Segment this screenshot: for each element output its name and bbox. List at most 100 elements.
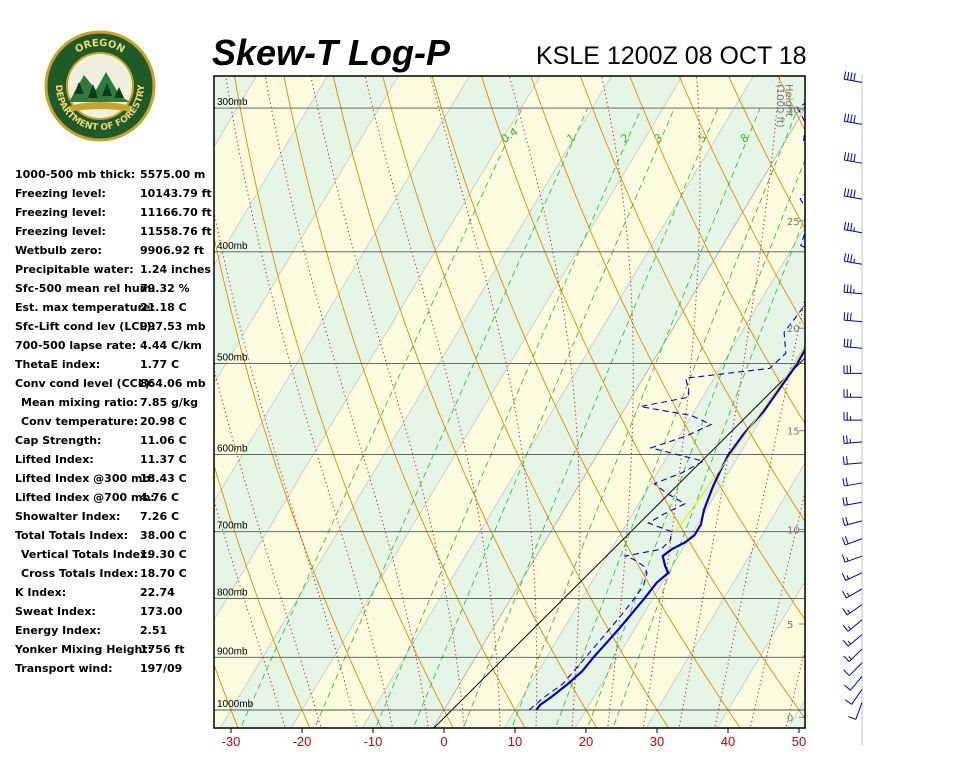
wind-barb xyxy=(842,604,863,616)
index-label: Est. max temperature: xyxy=(15,301,155,314)
index-label: K Index: xyxy=(15,586,67,599)
index-value: 18.70 C xyxy=(140,567,187,580)
wind-barb xyxy=(843,365,862,374)
isotherm-band xyxy=(291,76,754,728)
wind-barb xyxy=(848,702,863,720)
isotherm-line xyxy=(0,72,188,729)
index-label: Conv cond level (CCL): xyxy=(15,377,155,390)
index-value: 997.53 mb xyxy=(140,320,206,333)
moist-adiabat xyxy=(225,76,394,728)
index-value: 4.44 C/km xyxy=(140,339,202,352)
height-tick-label: 30 xyxy=(787,106,800,117)
isotherm-line xyxy=(787,699,805,728)
index-value: 1.24 inches xyxy=(140,263,211,276)
index-label: Freezing level: xyxy=(15,206,106,219)
dry-adiabat xyxy=(811,0,960,739)
moist-adiabat xyxy=(214,209,358,728)
isobar-label: 400mb xyxy=(217,241,248,252)
temperature-tick-label: 50 xyxy=(792,734,806,749)
index-value: 19.30 C xyxy=(140,548,187,561)
height-tick-label: 0 xyxy=(787,713,793,724)
station-time-label: KSLE 1200Z 08 OCT 18 xyxy=(536,42,807,70)
isotherm-line xyxy=(503,225,805,728)
temperature-tick-label: 20 xyxy=(579,734,593,749)
height-tick-label: 25 xyxy=(787,217,800,228)
dry-adiabat xyxy=(234,76,454,728)
isobar-label: 900mb xyxy=(217,646,248,657)
temperature-tick-label: 30 xyxy=(650,734,664,749)
isotherm-line xyxy=(361,76,754,728)
index-value: 21.18 C xyxy=(140,301,187,314)
isotherm-band xyxy=(0,72,46,729)
temperature-tick-label: 10 xyxy=(508,734,522,749)
index-value: 11.37 C xyxy=(140,453,187,466)
isotherm-band xyxy=(0,72,188,729)
index-value: 2.51 xyxy=(140,624,168,637)
isotherm-line xyxy=(214,76,470,503)
height-axis-unit: (1000 ft) xyxy=(774,84,785,128)
index-value: 20.98 C xyxy=(140,415,187,428)
temperature-tick-label: 40 xyxy=(721,734,735,749)
index-value: 7.26 C xyxy=(140,510,180,523)
dry-adiabat xyxy=(214,463,311,728)
wind-barb xyxy=(843,188,863,200)
isotherm-line xyxy=(645,462,805,728)
svg-text:OREGON: OREGON xyxy=(73,38,126,56)
isotherm-line xyxy=(432,107,805,728)
index-label: Precipitable water: xyxy=(15,263,134,276)
dry-adiabat xyxy=(579,76,805,523)
index-value: 173.00 xyxy=(140,605,183,618)
parcel-profile xyxy=(674,345,805,532)
isotherm-line xyxy=(214,76,328,266)
index-label: Energy Index: xyxy=(15,624,101,637)
wind-barb xyxy=(843,152,863,164)
index-value: 5575.00 m xyxy=(140,168,206,181)
index-value: 197/09 xyxy=(140,662,183,675)
index-label: Sfc-500 mean rel hum: xyxy=(15,282,156,295)
wind-barb xyxy=(844,689,863,705)
index-label: Freezing level: xyxy=(15,187,106,200)
wind-barb xyxy=(842,634,863,647)
isotherm-band xyxy=(717,581,805,728)
wind-barb xyxy=(842,496,863,506)
reference-line xyxy=(433,357,805,728)
index-label: Cap Strength: xyxy=(15,434,102,447)
dry-adiabat xyxy=(847,0,960,739)
index-label: Transport wind: xyxy=(15,662,113,675)
dewpoint-profile xyxy=(528,102,805,711)
index-label: 700-500 lapse rate: xyxy=(15,339,137,352)
index-label: Vertical Totals Index: xyxy=(21,548,152,561)
index-value: 11.06 C xyxy=(140,434,187,447)
isobar-label: 600mb xyxy=(217,444,248,455)
isotherm-band xyxy=(362,76,805,728)
isotherm-band xyxy=(220,76,683,728)
wind-barb xyxy=(843,71,863,83)
mixing-ratio-line xyxy=(240,107,523,728)
wind-barb xyxy=(842,516,863,526)
isotherm-line xyxy=(219,76,612,728)
index-value: 18.43 C xyxy=(140,472,187,485)
isotherm-line xyxy=(0,72,117,729)
wind-barb xyxy=(843,676,863,691)
wind-barb xyxy=(842,435,863,444)
isotherm-line xyxy=(0,72,46,729)
wind-barb xyxy=(843,389,862,398)
index-value: 9906.92 ft xyxy=(140,244,204,257)
wind-barb xyxy=(843,253,863,265)
height-tick-label: 10 xyxy=(787,526,800,537)
wind-barb xyxy=(843,113,863,125)
index-label: Mean mixing ratio: xyxy=(21,396,138,409)
index-label: 1000-500 mb thick: xyxy=(15,168,136,181)
moist-adiabat xyxy=(264,76,429,728)
temperature-tick-label: -30 xyxy=(222,734,241,749)
index-value: 7.85 g/kg xyxy=(140,396,199,409)
index-value: 11166.70 ft xyxy=(140,206,212,219)
index-value: 1.77 C xyxy=(140,358,180,371)
wind-barb xyxy=(841,554,863,563)
index-label: Lifted Index @700 mb: xyxy=(15,491,155,504)
isobar-label: 300mb xyxy=(217,97,248,108)
isotherm-line xyxy=(859,72,960,729)
chart-title: Skew-T Log-P xyxy=(212,32,451,73)
index-label: Conv temperature: xyxy=(21,415,139,428)
index-label: Lifted Index: xyxy=(15,453,94,466)
